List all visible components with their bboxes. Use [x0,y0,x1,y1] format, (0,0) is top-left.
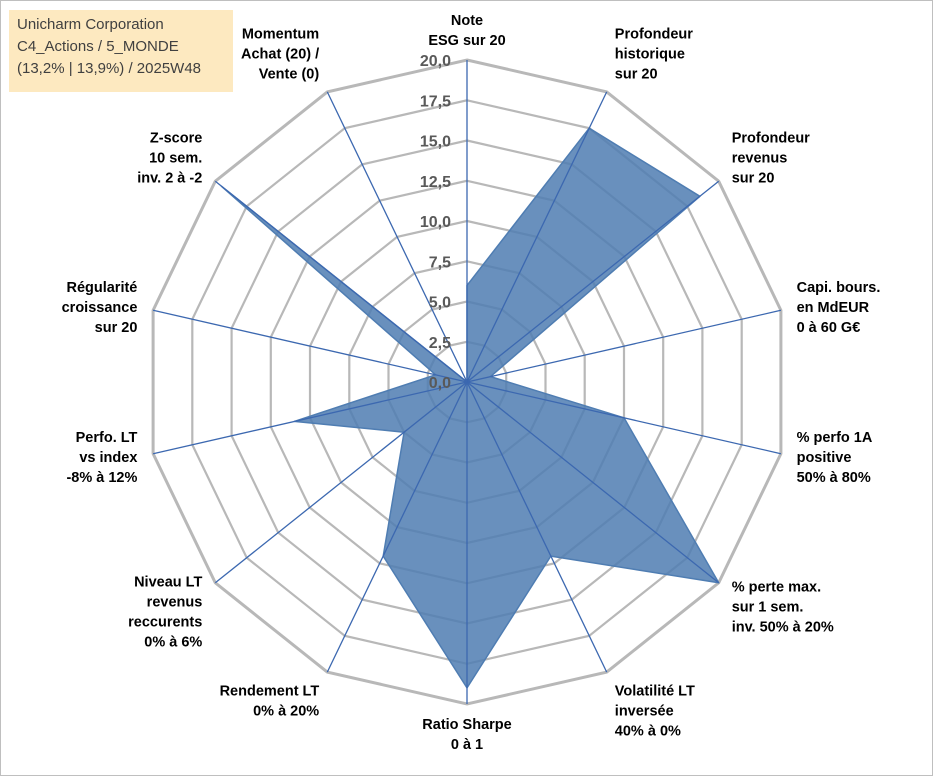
axis-label-line: ESG sur 20 [428,33,505,49]
axis-label-line: Note [451,13,483,29]
tick-label: 5,0 [429,295,451,312]
spoke-line [214,180,468,383]
axis-label-line: positive [797,450,852,466]
company-name: Unicharm Corporation [17,16,164,33]
axis-label-line: 0 à 1 [451,737,483,753]
axis-label: Perfo. LT vs index -8% à 12% [66,430,137,486]
info-box: Unicharm Corporation C4_Actions / 5_MOND… [9,10,233,92]
spoke-line [466,91,608,383]
spoke-line [466,381,720,584]
axis-label: Rendement LT 0% à 20% [220,684,320,720]
spoke-line [214,381,468,584]
axis-label-line: 10 sem. [149,151,202,167]
axis-label-line: croissance [62,300,138,316]
axis-label: % perfo 1A positive 50% à 80% [797,430,873,486]
axis-labels: Note ESG sur 20 Profondeur historique sur 20… [62,13,881,753]
axis-label-line: inv. 50% à 20% [732,620,834,636]
axis-label-line: reccurents [128,615,202,631]
data-series [220,127,720,689]
axis-label-line: Profondeur [615,26,693,42]
spoke-line [326,381,468,673]
stats-label: (13,2% | 13,9%) / 2025W48 [17,60,201,77]
axis-label-line: vs index [79,450,137,466]
axis-label: Ratio Sharpe 0 à 1 [422,717,511,753]
tick-label: 15,0 [420,134,451,151]
axis-label-line: sur 1 sem. [732,600,804,616]
category-label: C4_Actions / 5_MONDE [17,38,179,55]
tick-label: 0,0 [429,375,451,392]
axis-label-line: 0 à 60 G€ [797,320,861,336]
axis-label-line: sur 20 [615,66,658,82]
axis-label-line: Vente (0) [259,66,320,82]
axis-label: Niveau LT revenus reccurents 0% à 6% [128,575,202,651]
axis-label-line: sur 20 [732,171,775,187]
axis-label: Momentum Achat (20) / Vente (0) [241,26,319,82]
axis-label: Volatilité LT inversée 40% à 0% [615,684,695,740]
axis-label-line: % perfo 1A [797,430,873,446]
axis-label-line: 0% à 20% [253,704,319,720]
axis-label-line: Profondeur [732,131,810,147]
axis-label-line: Niveau LT [134,575,202,591]
tick-label: 2,5 [429,335,451,352]
axis-label-line: revenus [732,151,788,167]
axis-label-line: Achat (20) / [241,46,319,62]
spoke-line [152,381,468,455]
tick-labels: 0,0 2,5 5,0 7,5 10,0 12,5 15,0 17,5 20,0 [420,53,451,392]
axis-label: Note ESG sur 20 [428,13,505,49]
axis-label-line: Z-score [150,131,202,147]
spoke-line [466,381,782,455]
axis-label: Capi. bours. en MdEUR 0 à 60 G€ [797,280,881,336]
axis-label-line: inversée [615,704,674,720]
axis-label-line: 50% à 80% [797,470,871,486]
axis-label-line: en MdEUR [797,300,870,316]
axis-label-line: Volatilité LT [615,684,695,700]
series-group [220,127,720,689]
axis-label-line: Ratio Sharpe [422,717,511,733]
axis-label-line: -8% à 12% [66,470,137,486]
spoke-line [326,91,468,383]
axis-label-line: historique [615,46,685,62]
axis-label-line: Momentum [242,26,319,42]
spoke-line [152,309,468,383]
tick-label: 20,0 [420,53,451,70]
spokes [152,60,782,704]
tick-label: 17,5 [420,93,451,110]
tick-label: 10,0 [420,214,451,231]
axis-label-line: Capi. bours. [797,280,881,296]
axis-label-line: Perfo. LT [76,430,138,446]
spoke-line [466,180,720,383]
axis-label-line: sur 20 [95,320,138,336]
tick-label: 12,5 [420,174,451,191]
axis-label-line: 40% à 0% [615,724,681,740]
tick-label: 7,5 [429,254,451,271]
axis-label-line: % perte max. [732,580,821,596]
axis-label: Régularité croissance sur 20 [62,280,138,336]
axis-label-line: revenus [147,595,203,611]
axis-label: Z-score 10 sem. inv. 2 à -2 [137,131,202,187]
spoke-line [466,381,608,673]
spoke-line [466,309,782,383]
axis-label-line: inv. 2 à -2 [137,171,202,187]
axis-label-line: 0% à 6% [144,635,202,651]
axis-label: % perte max. sur 1 sem. inv. 50% à 20% [732,580,834,636]
axis-label: Profondeur historique sur 20 [615,26,693,82]
axis-label-line: Régularité [66,280,137,296]
axis-label: Profondeur revenus sur 20 [732,131,810,187]
axis-label-line: Rendement LT [220,684,320,700]
